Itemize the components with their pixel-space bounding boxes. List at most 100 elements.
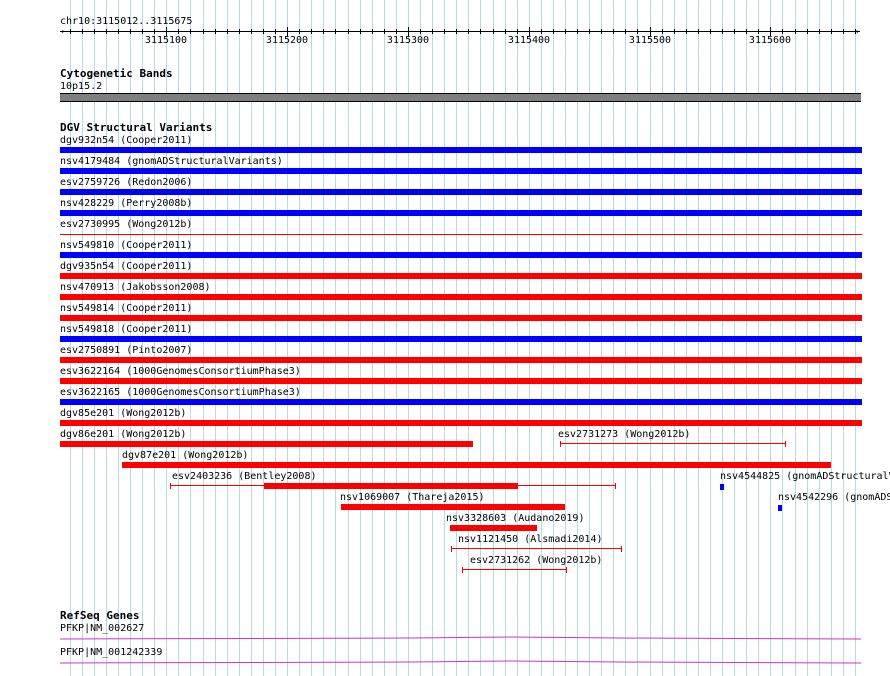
ruler-minor-tick (432, 29, 433, 34)
dgv-variant-label: nsv4542296 (gnomADStructuralVariants) (778, 492, 890, 503)
dgv-variant-label: nsv549818 (Cooper2011) (60, 324, 193, 335)
ruler-left-arrow-icon: ‹ (60, 27, 65, 36)
ruler-minor-tick (348, 29, 349, 34)
ruler-minor-tick (70, 29, 71, 34)
dgv-variant-label: esv2403236 (Bentley2008) (172, 471, 317, 482)
ruler-minor-tick (601, 29, 602, 34)
ruler-minor-tick (118, 29, 119, 34)
ruler-minor-tick (807, 29, 808, 34)
dgv-variant-bar[interactable] (60, 378, 862, 384)
dgv-variant-label: nsv4179484 (gnomADStructuralVariants) (60, 156, 283, 167)
dgv-variant-label: nsv428229 (Perry2008b) (60, 198, 193, 209)
dgv-variant-bar[interactable] (60, 336, 862, 342)
dgv-variant-bar[interactable] (60, 234, 862, 235)
ruler-minor-tick (625, 29, 626, 34)
ruler-minor-tick (843, 29, 844, 34)
ruler-minor-tick (275, 29, 276, 34)
ruler-minor-tick (311, 29, 312, 34)
ruler-minor-tick (130, 29, 131, 34)
ruler-axis (60, 31, 860, 32)
ruler-minor-tick (758, 29, 759, 34)
cytoband-bar[interactable] (60, 93, 861, 102)
ruler-minor-tick (831, 29, 832, 34)
dgv-variant-bar[interactable] (60, 252, 862, 258)
dgv-variant-bar[interactable] (341, 504, 565, 510)
ruler-minor-tick (263, 29, 264, 34)
dgv-variant-bar[interactable] (60, 315, 862, 321)
dgv-variant-label: nsv3328603 (Audano2019) (446, 513, 585, 524)
dgv-variant-bar[interactable] (60, 273, 862, 279)
dgv-variant-label: esv3622164 (1000GenomesConsortiumPhase3) (60, 366, 301, 377)
dgv-variant-bar[interactable] (60, 189, 862, 195)
ruler-minor-tick (178, 29, 179, 34)
dgv-variant-bar[interactable] (720, 484, 724, 490)
refseq-gene-model[interactable] (60, 660, 862, 666)
ruler-minor-tick (227, 29, 228, 34)
dgv-variant-label: nsv549814 (Cooper2011) (60, 303, 193, 314)
refseq-gene-label: PFKP|NM_001242339 (60, 647, 163, 658)
ruler-minor-tick (819, 29, 820, 34)
dgv-variant-whisker[interactable] (462, 569, 566, 570)
cytoband-track-title: Cytogenetic Bands (60, 67, 173, 80)
ruler-minor-tick (335, 29, 336, 34)
refseq-gene-model[interactable] (60, 636, 862, 642)
ruler-minor-tick (541, 29, 542, 34)
dgv-variant-whisker[interactable] (560, 443, 785, 444)
ruler-minor-tick (505, 29, 506, 34)
ruler-minor-tick (420, 29, 421, 34)
dgv-variant-bar[interactable] (122, 462, 831, 468)
dgv-variant-bar[interactable] (60, 441, 473, 447)
ruler-minor-tick (698, 29, 699, 34)
dgv-variant-label: nsv1069007 (Thareja2015) (340, 492, 485, 503)
dgv-variant-cap (615, 483, 616, 489)
dgv-variant-cap (566, 567, 567, 573)
dgv-variant-label: esv3622165 (1000GenomesConsortiumPhase3) (60, 387, 301, 398)
dgv-variant-label: dgv932n54 (Cooper2011) (60, 135, 193, 146)
ruler-major-tick (650, 27, 651, 36)
ruler-minor-tick (190, 29, 191, 34)
refseq-gene-label: PFKP|NM_002627 (60, 623, 145, 634)
ruler-tick-label: 3115100 (144, 35, 188, 46)
dgv-variant-label: esv2731273 (Wong2012b) (558, 429, 691, 440)
ruler-tick-label: 3115200 (265, 35, 309, 46)
ruler-minor-tick (674, 29, 675, 34)
ruler-minor-tick (795, 29, 796, 34)
dgv-variant-label: esv2730995 (Wong2012b) (60, 219, 193, 230)
dgv-variant-bar[interactable] (60, 399, 862, 405)
dgv-variant-cap (560, 441, 561, 447)
dgv-variant-bar[interactable] (450, 525, 537, 531)
ruler-minor-tick (323, 29, 324, 34)
ruler-minor-tick (589, 29, 590, 34)
dgv-variant-bar[interactable] (60, 420, 862, 426)
ruler-minor-tick (239, 29, 240, 34)
dgv-variant-bar[interactable] (778, 505, 782, 511)
ruler-minor-tick (106, 29, 107, 34)
ruler-tick-label: 3115300 (386, 35, 430, 46)
ruler-minor-tick (662, 29, 663, 34)
dgv-variant-bar[interactable] (60, 357, 862, 363)
dgv-variant-label: nsv549810 (Cooper2011) (60, 240, 193, 251)
dgv-variant-bar[interactable] (60, 168, 862, 174)
dgv-variant-label: esv2731262 (Wong2012b) (470, 555, 603, 566)
dgv-variant-label: esv2750891 (Pinto2007) (60, 345, 193, 356)
ruler-major-tick (287, 27, 288, 36)
ruler-minor-tick (493, 29, 494, 34)
ruler-minor-tick (613, 29, 614, 34)
ruler-minor-tick (82, 29, 83, 34)
dgv-variant-cap (451, 546, 452, 552)
dgv-variant-bar[interactable] (60, 294, 862, 300)
dgv-variant-label: esv2759726 (Redon2006) (60, 177, 193, 188)
dgv-variant-cap (170, 483, 171, 489)
dgv-variant-core-bar[interactable] (264, 483, 518, 489)
ruler-minor-tick (154, 29, 155, 34)
dgv-variant-bar[interactable] (60, 147, 862, 153)
dgv-variant-bar[interactable] (60, 210, 862, 216)
ruler-right-arrow-icon: › (855, 27, 860, 36)
ruler-minor-tick (251, 29, 252, 34)
dgv-variant-label: dgv86e201 (Wong2012b) (60, 429, 187, 440)
dgv-variant-whisker[interactable] (451, 548, 621, 549)
dgv-variant-cap (785, 441, 786, 447)
ruler-minor-tick (203, 29, 204, 34)
ruler-minor-tick (782, 29, 783, 34)
